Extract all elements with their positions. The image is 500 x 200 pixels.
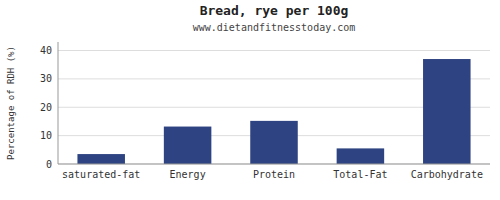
y-tick-label: 30	[40, 73, 52, 84]
x-axis-line	[58, 164, 490, 165]
bar	[164, 127, 212, 164]
y-tick-label: 10	[40, 130, 52, 141]
bar	[337, 148, 385, 164]
x-tick-label: Protein	[253, 169, 295, 180]
y-axis-line	[58, 42, 59, 164]
bars	[77, 59, 470, 164]
y-tick-label: 0	[46, 159, 52, 170]
x-tick-label: Carbohydrate	[411, 169, 483, 180]
chart-container: Bread, rye per 100g www.dietandfitnesstod…	[0, 0, 500, 200]
grid-line	[58, 164, 490, 165]
x-tick-label: Energy	[170, 169, 206, 180]
y-tick-label: 40	[40, 45, 52, 56]
y-axis-label: Percentage of RDH (%)	[6, 46, 16, 160]
x-tick-label: Total-Fat	[333, 169, 387, 180]
y-tick-label: 20	[40, 102, 52, 113]
subtitle: www.dietandfitnesstoday.com	[193, 22, 356, 33]
bar	[250, 121, 298, 164]
chart-svg: Bread, rye per 100g www.dietandfitnesstod…	[0, 0, 500, 200]
bar	[77, 154, 125, 164]
x-tick-label: saturated-fat	[62, 169, 140, 180]
grid	[58, 51, 490, 164]
grid-line	[58, 50, 490, 51]
title: Bread, rye per 100g	[200, 3, 349, 18]
bar	[423, 59, 471, 164]
